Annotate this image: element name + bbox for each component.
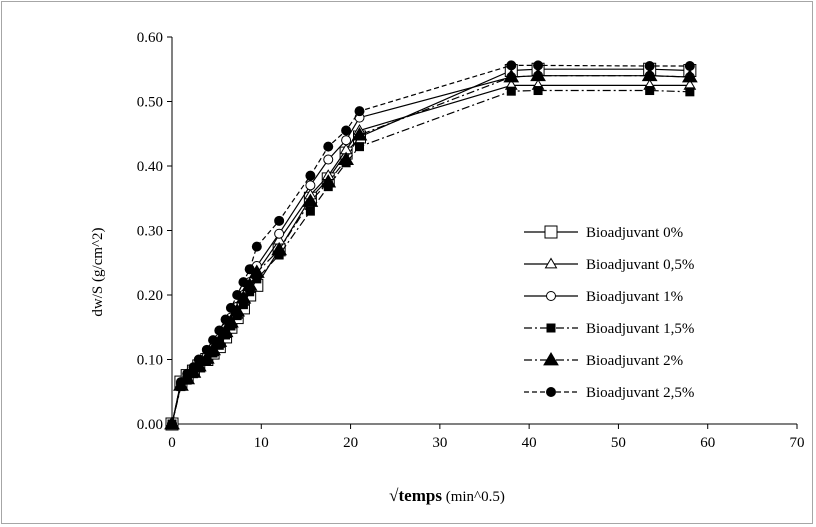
data-point <box>238 277 249 288</box>
axes <box>167 36 798 429</box>
legend-marker <box>543 352 559 366</box>
x-tick-label: 40 <box>522 435 537 451</box>
data-point <box>175 377 186 388</box>
data-point <box>167 419 177 429</box>
data-point <box>220 314 231 325</box>
x-axis-title: √temps (min^0.5) <box>389 486 505 505</box>
y-tick-label: 0.20 <box>137 288 163 304</box>
series-6 <box>167 60 695 429</box>
y-tick-label: 0.50 <box>137 95 163 111</box>
series-line <box>171 75 690 425</box>
series-1 <box>165 62 697 431</box>
series-layer <box>164 60 698 431</box>
data-point <box>641 67 658 82</box>
series-3 <box>167 70 695 429</box>
legend-entry-4: Bioadjuvant 1,5% <box>524 321 694 337</box>
data-point <box>201 344 212 355</box>
x-tick-label: 10 <box>254 435 269 451</box>
series-line <box>171 68 690 425</box>
data-point <box>274 228 285 239</box>
data-point <box>320 174 337 188</box>
y-tick-label: 0.30 <box>137 224 163 240</box>
legend-entry-1: Bioadjuvant 0% <box>524 225 683 241</box>
x-tick-label: 30 <box>432 435 447 451</box>
y-tick-label: 0.10 <box>137 353 163 369</box>
data-point <box>271 241 288 256</box>
data-point <box>681 69 698 83</box>
data-point <box>323 154 334 165</box>
series-5 <box>164 67 698 430</box>
data-point <box>251 241 262 252</box>
legend-entry-2: Bioadjuvant 0,5% <box>524 257 694 273</box>
legend-label: Bioadjuvant 0% <box>586 225 683 241</box>
legend-entry-5: Bioadjuvant 2% <box>524 352 683 369</box>
data-point <box>685 87 695 97</box>
series-line <box>171 64 690 425</box>
y-axis-title: dw/S (g/cm^2) <box>90 227 106 316</box>
legend-label: Bioadjuvant 2% <box>586 353 683 369</box>
data-point <box>530 67 546 82</box>
legend-entry-6: Bioadjuvant 2,5% <box>524 385 694 401</box>
legend-marker <box>544 225 558 239</box>
data-point <box>351 127 368 141</box>
legend-marker <box>546 291 556 301</box>
data-point <box>506 86 516 96</box>
x-tick-label: 0 <box>168 435 176 451</box>
series-line <box>171 75 690 425</box>
legend-entry-3: Bioadjuvant 1% <box>524 289 683 305</box>
legend-marker <box>544 257 558 269</box>
data-point <box>341 125 352 136</box>
data-point <box>341 135 352 146</box>
data-point <box>214 325 225 336</box>
data-point <box>305 206 315 216</box>
data-point <box>208 335 219 346</box>
x-tick-label: 60 <box>700 435 715 451</box>
legend-label: Bioadjuvant 1,5% <box>586 321 694 337</box>
data-point <box>354 106 365 117</box>
x-tick-label: 20 <box>343 435 358 451</box>
data-point <box>232 290 243 300</box>
data-point <box>225 302 236 313</box>
data-point <box>533 86 543 96</box>
tick-labels: 0.00 0.10 0.20 0.30 0.40 0.50 0.60 0 10 20 30 40 50 6… <box>137 30 805 451</box>
data-point <box>323 141 334 152</box>
data-point <box>302 193 319 207</box>
data-point <box>503 69 520 83</box>
x-axis-title-bold: √temps <box>389 486 442 505</box>
legend-marker <box>546 387 556 397</box>
x-tick-label: 70 <box>790 435 805 451</box>
y-tick-label: 0.40 <box>137 159 163 175</box>
data-point <box>355 142 364 152</box>
x-tick-label: 50 <box>611 435 626 451</box>
data-point <box>188 362 199 373</box>
data-point <box>684 61 695 72</box>
data-point <box>506 60 517 71</box>
series-2 <box>165 78 697 429</box>
data-point <box>645 86 655 96</box>
y-tick-label: 0.60 <box>137 30 163 46</box>
data-point <box>182 368 193 379</box>
data-point <box>338 151 354 165</box>
data-point <box>274 215 285 226</box>
y-tick-label: 0.00 <box>137 417 163 433</box>
data-point <box>533 60 544 71</box>
data-point <box>644 61 655 72</box>
data-point <box>305 180 316 191</box>
x-axis-title-unit: (min^0.5) <box>442 489 505 505</box>
legend-marker <box>546 323 556 333</box>
legend-label: Bioadjuvant 1% <box>586 289 683 305</box>
series-line <box>171 84 690 425</box>
data-point <box>305 170 316 181</box>
data-point <box>244 264 255 275</box>
legend-label: Bioadjuvant 2,5% <box>586 385 694 401</box>
data-point <box>193 354 204 365</box>
legend: Bioadjuvant 0% Bioadjuvant 0,5% Bioadjuvan… <box>524 225 694 401</box>
legend-label: Bioadjuvant 0,5% <box>586 257 694 273</box>
